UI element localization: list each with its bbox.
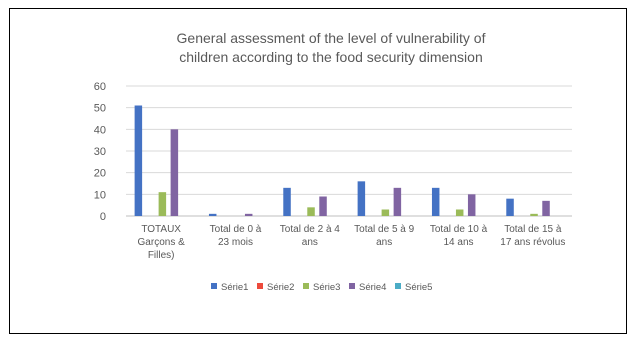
- figure-frame: [9, 8, 627, 334]
- chart-title: General assessment of the level of vulne…: [177, 30, 486, 65]
- bar-serie4: [542, 200, 550, 216]
- bar-serie3: [530, 213, 538, 216]
- x-category-label: ans: [302, 237, 318, 248]
- legend-swatch: [303, 283, 309, 289]
- bar-serie1: [134, 105, 143, 216]
- y-tick-label: 50: [94, 103, 106, 115]
- x-category-label: Total de 10 à: [430, 224, 488, 235]
- bar-serie4: [467, 194, 476, 216]
- bar-serie1: [283, 187, 291, 216]
- x-axis-labels: TOTAUX Garçons & Filles) Total de 0 à 23 moi…: [138, 224, 566, 261]
- legend-swatch: [395, 283, 401, 289]
- bar-serie3: [381, 209, 390, 216]
- y-tick-label: 60: [94, 81, 106, 93]
- y-tick-label: 0: [100, 211, 106, 223]
- bars: [134, 105, 550, 216]
- legend-label: Série2: [267, 282, 294, 293]
- bar-serie1: [357, 181, 366, 216]
- legend-label: Série5: [405, 282, 432, 293]
- x-category-label: Total de 0 à: [210, 224, 262, 235]
- y-tick-label: 10: [94, 189, 106, 201]
- bar-chart: General assessment of the level of vulne…: [94, 30, 572, 293]
- bar-serie3: [158, 192, 167, 216]
- legend-label: Série3: [313, 282, 340, 293]
- legend-swatch: [257, 283, 263, 289]
- x-category-label: ans: [376, 237, 392, 248]
- y-tick-label: 20: [94, 168, 106, 180]
- bar-serie4: [244, 213, 253, 216]
- gridlines: [126, 85, 572, 217]
- x-category-label: TOTAUX: [141, 224, 181, 235]
- bar-serie1: [208, 213, 217, 216]
- legend-swatch: [211, 283, 217, 289]
- x-category-label: Total de 15 à: [504, 224, 562, 235]
- x-category-label: Total de 5 à 9: [354, 224, 414, 235]
- legend-swatch: [349, 283, 355, 289]
- bar-serie1: [506, 198, 514, 216]
- bar-serie3: [307, 207, 315, 216]
- x-category-label: 17 ans révolus: [500, 237, 565, 248]
- x-category-label: Garçons &: [138, 237, 186, 248]
- y-axis-ticks: 0 10 20 30 40 50 60: [94, 81, 106, 223]
- legend: Série1 Série2 Série3 Série4 Série5: [211, 282, 432, 293]
- bar-serie4: [170, 129, 179, 216]
- x-category-label: 23 mois: [218, 237, 253, 248]
- bar-serie3: [455, 209, 464, 216]
- x-category-label: Total de 2 à 4: [280, 224, 340, 235]
- y-tick-label: 40: [94, 124, 106, 136]
- x-category-label: Filles): [148, 250, 175, 261]
- x-category-label: 14 ans: [443, 237, 473, 248]
- y-tick-label: 30: [94, 146, 106, 158]
- legend-label: Série1: [221, 282, 248, 293]
- chart-title-line: children according to the food security …: [179, 49, 483, 65]
- bar-serie4: [319, 196, 327, 216]
- chart-title-line: General assessment of the level of vulne…: [177, 30, 486, 46]
- bar-serie1: [431, 187, 440, 216]
- legend-label: Série4: [359, 282, 386, 293]
- bar-serie4: [393, 187, 402, 216]
